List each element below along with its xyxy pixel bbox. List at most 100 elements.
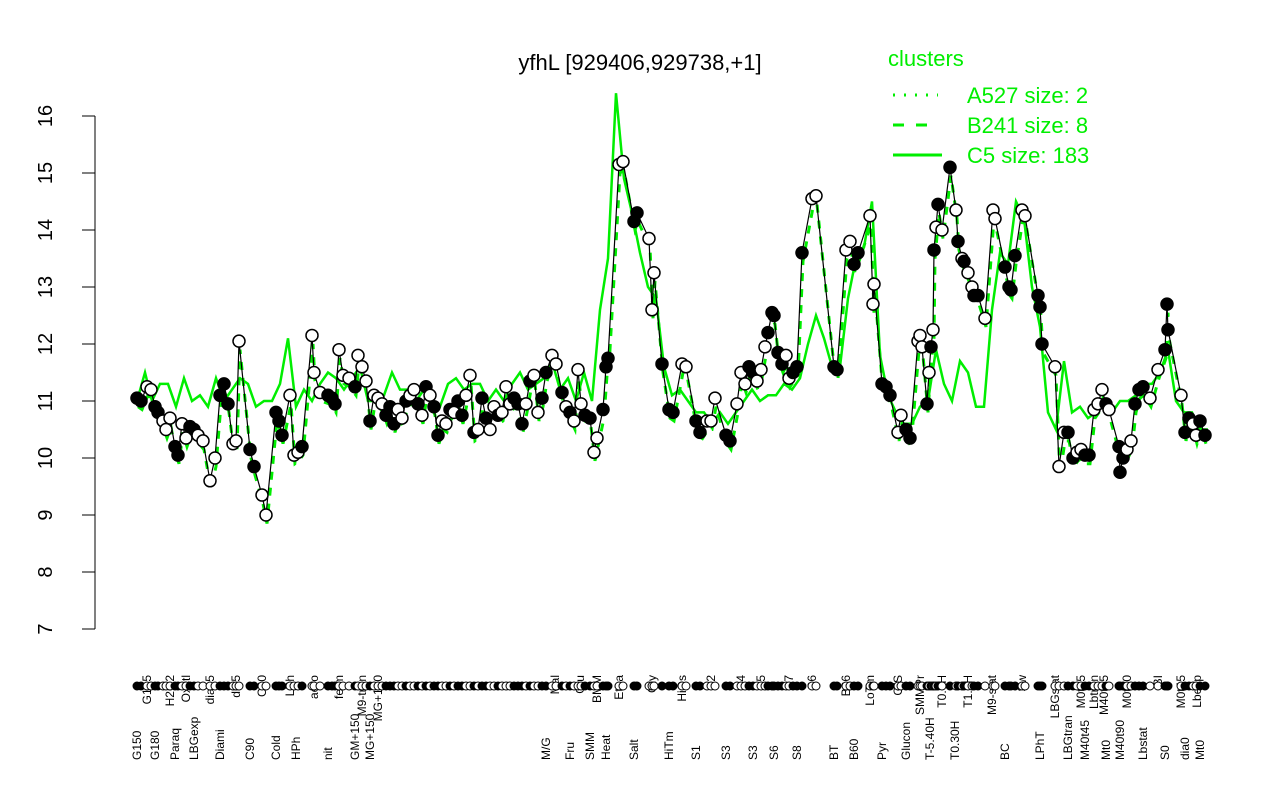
data-point (863, 209, 877, 223)
data-point (407, 382, 421, 397)
data-point (1136, 380, 1150, 394)
x-tick-label-bottom: M40t90 (1113, 720, 1127, 760)
x-tick-label-bottom: GM+150 (348, 713, 362, 760)
data-point (847, 257, 861, 271)
x-tick-label-bottom: BC (998, 743, 1012, 760)
data-point (645, 303, 659, 317)
data-point (926, 323, 940, 337)
data-point (535, 391, 549, 405)
x-marker (853, 681, 863, 691)
data-point (867, 277, 881, 291)
data-point (689, 414, 703, 428)
x-tick-label-top: M9-stat (985, 674, 999, 715)
cluster-b241-line (137, 167, 1208, 524)
x-marker (905, 681, 915, 691)
x-tick-label-bottom: LBGexp (187, 716, 201, 760)
data-point (1095, 382, 1109, 397)
data-point (1061, 425, 1075, 440)
x-tick-label-bottom: SMM (583, 732, 597, 760)
data-point (1158, 342, 1172, 357)
x-marker (869, 681, 879, 691)
x-marker (1104, 681, 1114, 691)
data-point (519, 397, 533, 411)
data-point (1174, 388, 1188, 403)
x-marker (710, 681, 720, 691)
data-point (247, 459, 261, 474)
data-point (471, 422, 485, 437)
data-point (159, 422, 173, 437)
x-tick-label-bottom: G180 (148, 730, 162, 760)
data-point (693, 425, 707, 440)
x-tick-label-bottom: S8 (790, 745, 804, 760)
x-tick-label-bottom: LBGtran (1061, 715, 1075, 760)
data-point (479, 411, 493, 425)
x-marker (885, 681, 895, 691)
data-point (1161, 323, 1175, 337)
x-tick-label-bottom: nit (321, 747, 335, 760)
x-marker (990, 681, 1000, 691)
x-tick-label-bottom: B60 (847, 738, 861, 760)
x-marker (811, 681, 821, 691)
x-marker (980, 681, 990, 691)
x-tick-label-bottom: Salt (627, 739, 641, 760)
data-point (203, 474, 217, 488)
x-tick-label-top: LBGstat (1048, 674, 1062, 718)
data-point (359, 374, 373, 388)
y-tick-label: 16 (35, 105, 57, 127)
x-tick-label-bottom: Lbstat (1136, 727, 1150, 760)
x-marker (234, 681, 244, 691)
data-point (1082, 448, 1096, 462)
data-point (295, 439, 309, 454)
x-tick-label-bottom: Glucon (899, 722, 913, 760)
y-tick-label: 8 (35, 566, 57, 577)
x-tick-label-top: H2O2 (163, 675, 177, 707)
data-point (601, 351, 615, 365)
data-point (243, 442, 257, 457)
x-tick-label-bottom: T-5.40H (923, 717, 937, 760)
data-point (949, 203, 963, 217)
x-marker (603, 681, 613, 691)
data-point (305, 328, 319, 343)
x-marker (1020, 681, 1030, 691)
x-tick-label-top: M40t45 (1097, 675, 1111, 715)
x-marker (1037, 681, 1047, 691)
x-tick-label-bottom: M/G (539, 737, 553, 760)
x-tick-label-bottom: S6 (767, 745, 781, 760)
x-tick-label-bottom: LPhT (1033, 731, 1047, 760)
data-point (920, 397, 934, 411)
data-point (1102, 402, 1116, 417)
data-point (1033, 300, 1047, 314)
x-marker (297, 681, 307, 691)
data-point (1113, 465, 1127, 479)
x-tick-label-bottom: S1 (689, 745, 703, 760)
data-point (475, 391, 489, 405)
x-marker (832, 681, 842, 691)
data-point (483, 422, 497, 437)
x-tick-label-top: M0t45 (1074, 675, 1088, 709)
y-tick-label: 10 (35, 447, 57, 469)
y-tick-label: 15 (35, 162, 57, 184)
data-point (758, 340, 772, 354)
data-point (922, 365, 936, 380)
data-point (515, 417, 529, 431)
y-tick-label: 9 (35, 509, 57, 520)
data-point (655, 357, 669, 371)
x-tick-label-top: M0t90 (1120, 675, 1134, 709)
data-point (927, 243, 941, 257)
data-point (571, 362, 585, 377)
x-axis-marker-strip (132, 681, 1210, 691)
data-point (750, 374, 764, 388)
data-point (998, 260, 1012, 274)
data-point (988, 211, 1002, 226)
expression-points (130, 154, 1212, 522)
data-point (431, 428, 445, 442)
data-point (935, 223, 949, 237)
data-point (931, 197, 945, 212)
chart-title: yfhL [929406,929738,+1] (518, 50, 761, 75)
data-point (463, 368, 477, 383)
data-point (567, 414, 581, 428)
data-point (1008, 248, 1022, 263)
data-point (957, 254, 971, 269)
cluster-c5-line (135, 93, 1208, 435)
data-point (163, 411, 177, 425)
